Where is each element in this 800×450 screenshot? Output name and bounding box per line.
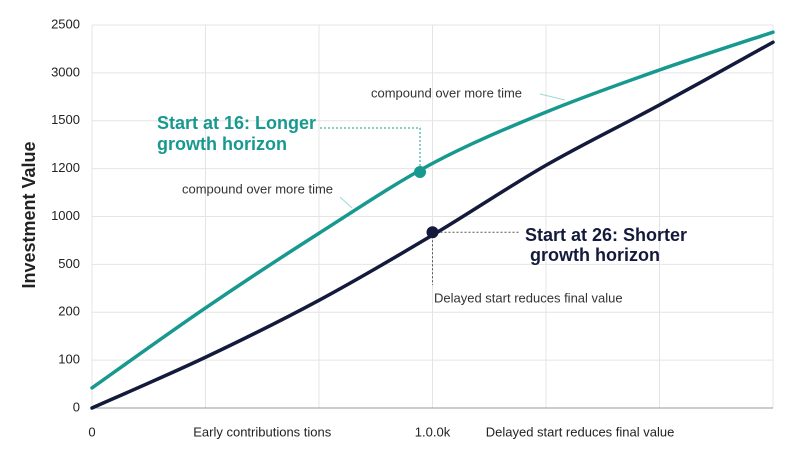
y-tick-label: 500 bbox=[58, 256, 80, 271]
leader-line bbox=[539, 93, 566, 101]
y-tick-label: 2500 bbox=[51, 16, 80, 31]
leader-line bbox=[320, 127, 421, 172]
y-tick-label: 0 bbox=[73, 399, 80, 414]
leader-line bbox=[339, 196, 353, 209]
y-tick-label: 1500 bbox=[51, 112, 80, 127]
leader-line bbox=[432, 231, 520, 285]
x-tick-label: Delayed start reduces final value bbox=[486, 424, 675, 439]
y-tick-label: 1000 bbox=[51, 208, 80, 223]
y-tick-label: 100 bbox=[58, 352, 80, 367]
marker bbox=[426, 226, 439, 239]
x-tick-label: 1.0.0k bbox=[415, 424, 451, 439]
annotation: growth horizon bbox=[530, 245, 660, 265]
line-series bbox=[90, 30, 775, 390]
marker bbox=[414, 165, 427, 178]
x-tick-label: Early contributions tions bbox=[193, 424, 332, 439]
annotation: growth horizon bbox=[157, 134, 287, 154]
annotation: compound over more time bbox=[182, 181, 333, 196]
annotation: Start at 16: Longer bbox=[157, 113, 316, 133]
y-axis-label: Investment Value bbox=[19, 141, 39, 288]
annotation: compound over more time bbox=[371, 85, 522, 100]
y-tick-label: 1200 bbox=[51, 160, 80, 175]
y-tick-label: 200 bbox=[58, 304, 80, 319]
x-tick-label: 0 bbox=[88, 424, 95, 439]
annotation: Delayed start reduces final value bbox=[434, 290, 623, 305]
annotation: Start at 26: Shorter bbox=[525, 225, 687, 245]
y-tick-label: 3000 bbox=[51, 64, 80, 79]
